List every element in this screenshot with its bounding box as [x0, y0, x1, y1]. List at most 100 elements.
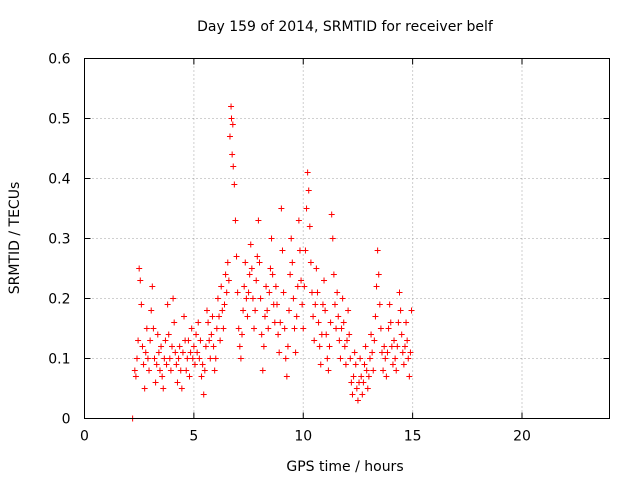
data-point [259, 367, 266, 374]
data-point [234, 289, 241, 296]
data-point [178, 385, 185, 392]
data-point [400, 361, 407, 368]
data-point [155, 349, 162, 356]
data-point [396, 289, 403, 296]
data-point [163, 361, 170, 368]
x-tick-label: 10 [294, 429, 312, 445]
chart-title: Day 159 of 2014, SRMTID for receiver bel… [197, 19, 494, 35]
data-point [183, 367, 190, 374]
data-point [340, 319, 347, 326]
y-axis-label: SRMTID / TECUs [7, 182, 23, 295]
data-point [138, 301, 145, 308]
data-point [274, 301, 280, 308]
data-point [304, 169, 311, 176]
data-point [141, 385, 148, 392]
data-points [129, 103, 415, 422]
data-point [228, 115, 235, 122]
data-point [370, 367, 377, 374]
y-tick-label: 0 [62, 412, 71, 428]
data-point [335, 313, 342, 320]
data-point [213, 325, 220, 332]
data-point [171, 319, 178, 326]
data-point [337, 355, 344, 362]
data-point [351, 349, 358, 356]
data-point [166, 355, 173, 362]
data-point [237, 355, 244, 362]
data-point [379, 349, 385, 356]
data-point [223, 289, 230, 296]
data-point [309, 289, 315, 296]
data-point [327, 319, 334, 326]
y-tick-label: 0.4 [48, 172, 70, 188]
data-point [206, 337, 213, 344]
data-point [260, 343, 267, 350]
data-point [380, 367, 387, 374]
data-point [160, 385, 167, 392]
data-point [232, 217, 239, 224]
data-point [398, 331, 405, 338]
data-point [301, 283, 308, 290]
data-point [136, 265, 143, 272]
data-point [149, 283, 156, 290]
data-point [244, 313, 251, 320]
data-point [387, 319, 394, 326]
data-point [317, 361, 324, 368]
data-point [248, 265, 255, 272]
data-point [151, 355, 158, 362]
data-point [399, 349, 406, 356]
data-point [226, 133, 233, 140]
data-point [181, 313, 188, 320]
data-point [325, 367, 332, 374]
data-point [167, 367, 174, 374]
data-point [245, 289, 252, 296]
data-point [135, 337, 142, 344]
data-point [276, 349, 283, 356]
data-point [393, 367, 400, 374]
data-point [381, 343, 388, 350]
data-point [369, 349, 376, 356]
data-point [231, 181, 238, 188]
data-point [249, 295, 256, 302]
data-point [307, 259, 314, 266]
y-tick-label: 0.6 [48, 52, 70, 68]
data-point [364, 385, 371, 392]
data-point [201, 367, 208, 374]
data-point [349, 391, 356, 398]
data-point [395, 319, 402, 326]
data-point [211, 367, 218, 374]
data-point [195, 319, 202, 326]
data-point [346, 331, 353, 338]
data-point [328, 211, 335, 218]
data-point [154, 331, 161, 338]
data-point [251, 325, 258, 332]
data-point [169, 343, 175, 350]
data-point [172, 349, 179, 356]
data-point [219, 307, 226, 314]
data-point [362, 343, 369, 350]
data-point [336, 337, 343, 344]
data-point [205, 319, 212, 326]
data-point [282, 355, 289, 362]
data-point [331, 301, 338, 308]
data-point [186, 373, 193, 380]
data-point [350, 373, 357, 380]
data-point [316, 343, 323, 350]
data-point [388, 343, 395, 350]
data-point [401, 343, 408, 350]
data-point [289, 259, 296, 266]
data-point [217, 337, 224, 344]
data-point [170, 295, 177, 302]
data-point [384, 349, 391, 356]
data-point [153, 361, 160, 368]
data-point [313, 265, 320, 272]
data-point [242, 259, 249, 266]
data-point [216, 313, 223, 320]
data-point [132, 373, 139, 380]
data-point [263, 283, 270, 290]
data-point [366, 355, 373, 362]
data-point [255, 217, 262, 224]
data-point [374, 247, 381, 254]
data-point [360, 379, 367, 386]
y-tick-label: 0.5 [48, 112, 70, 128]
data-point [184, 355, 191, 362]
